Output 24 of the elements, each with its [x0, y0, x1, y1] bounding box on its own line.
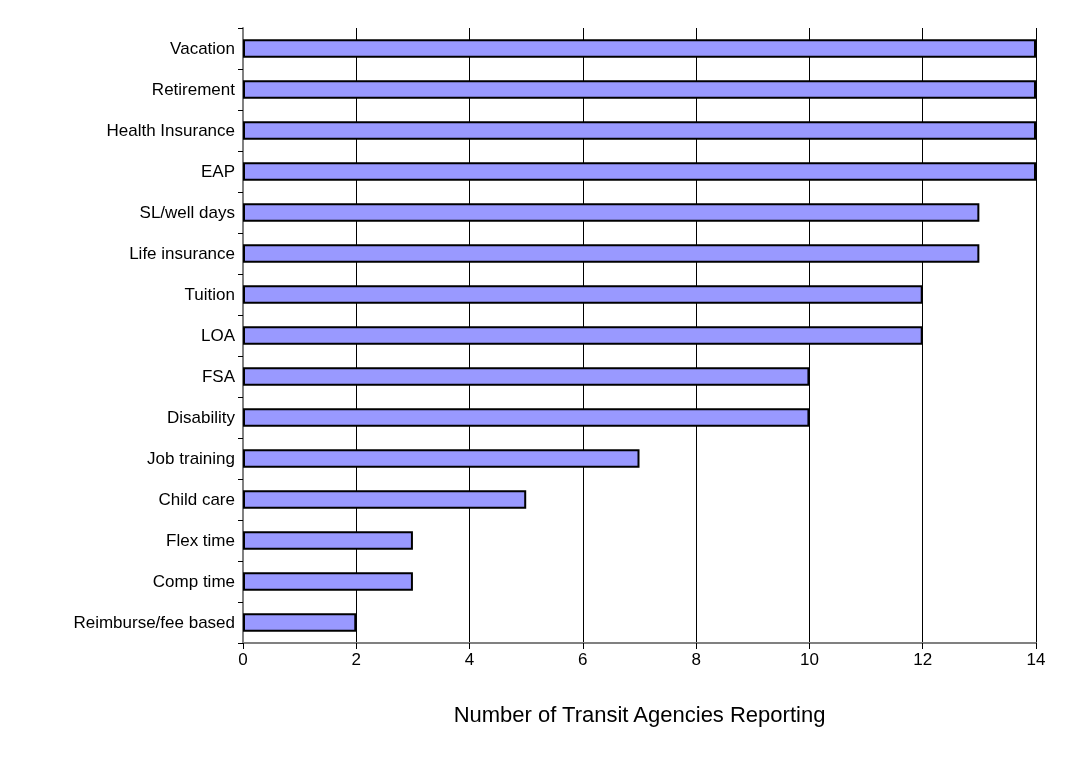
x-tick-label: 12	[913, 650, 933, 669]
x-tick-label: 2	[351, 650, 362, 669]
x-tick-label: 0	[238, 650, 248, 669]
y-tick-label: Flex time	[166, 531, 235, 550]
x-tick-label: 14	[1026, 650, 1046, 669]
y-tick-label: Life insurance	[129, 244, 235, 263]
y-tick-label: Job training	[147, 449, 235, 468]
x-axis-title: Number of Transit Agencies Reporting	[453, 701, 826, 727]
y-tick-label: Disability	[166, 408, 236, 427]
y-tick-label: Reimburse/fee based	[73, 613, 235, 632]
x-tick-label: 4	[464, 650, 475, 669]
y-tick-label: EAP	[200, 162, 235, 181]
x-tick-label: 8	[691, 650, 701, 669]
y-tick-label: Vacation	[170, 39, 235, 58]
y-tick-label: SL/well days	[139, 203, 235, 222]
y-tick-label: Comp time	[152, 572, 235, 591]
y-tick-label: Health Insurance	[106, 121, 235, 140]
x-tick-label: 6	[578, 650, 588, 669]
y-tick-label: FSA	[201, 367, 236, 386]
y-tick-label: Child care	[158, 490, 235, 509]
y-tick-label: Tuition	[184, 285, 235, 304]
x-tick-label: 10	[799, 650, 819, 669]
y-tick-label: Retirement	[151, 80, 236, 99]
y-tick-label: LOA	[200, 326, 236, 345]
